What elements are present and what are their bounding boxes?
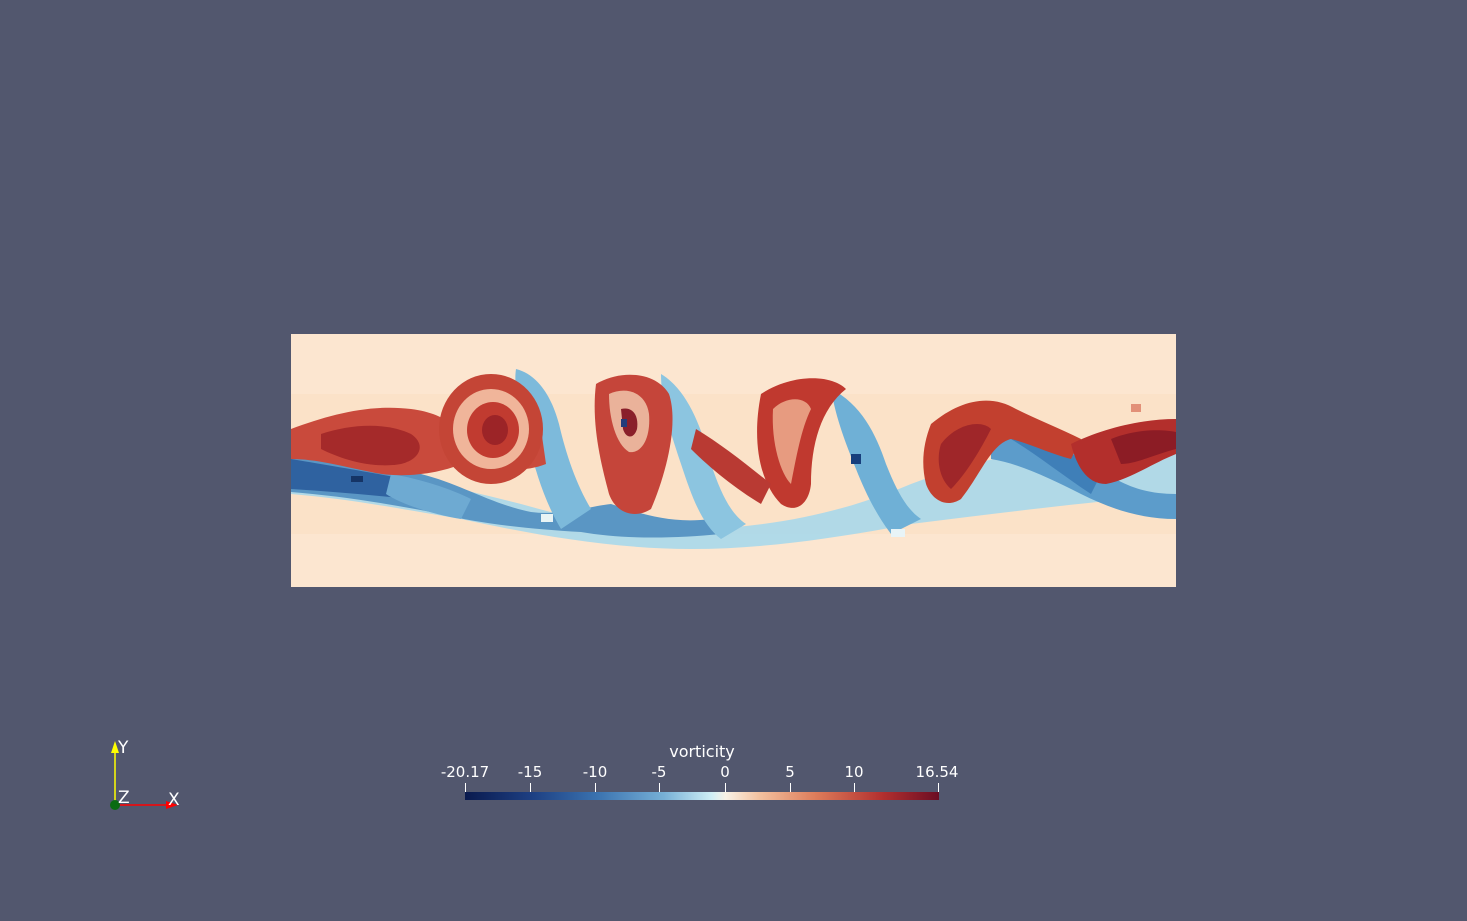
orientation-axes: Y Z X [100,735,200,825]
x-axis-label: X [168,790,180,810]
tick-mark [790,783,791,792]
tick-mark [938,783,939,792]
tick-mark [854,783,855,792]
tick-label: 5 [785,763,795,781]
axes-triad [110,741,178,810]
tick-label: -10 [582,763,608,781]
tick-label: 10 [844,763,864,781]
field-render [291,334,1176,587]
tick-label: -15 [517,763,543,781]
tick-mark [659,783,660,792]
z-axis-label: Z [118,788,130,808]
tick-mark [465,783,466,792]
colormap-gradient [465,792,939,800]
tick-mark [530,783,531,792]
scalar-bar-title: vorticity [669,742,735,761]
tick-label: -20.17 [440,763,490,781]
tick-mark [725,783,726,792]
tick-mark [595,783,596,792]
y-axis-label: Y [118,738,129,758]
vorticity-field-plot[interactable] [291,334,1176,587]
tick-label: 0 [720,763,730,781]
tick-label: -5 [651,763,667,781]
tick-label: 16.54 [915,763,959,781]
scalar-bar-legend[interactable]: vorticity -20.17 -15 -10 -5 0 5 10 16.54 [440,740,960,810]
